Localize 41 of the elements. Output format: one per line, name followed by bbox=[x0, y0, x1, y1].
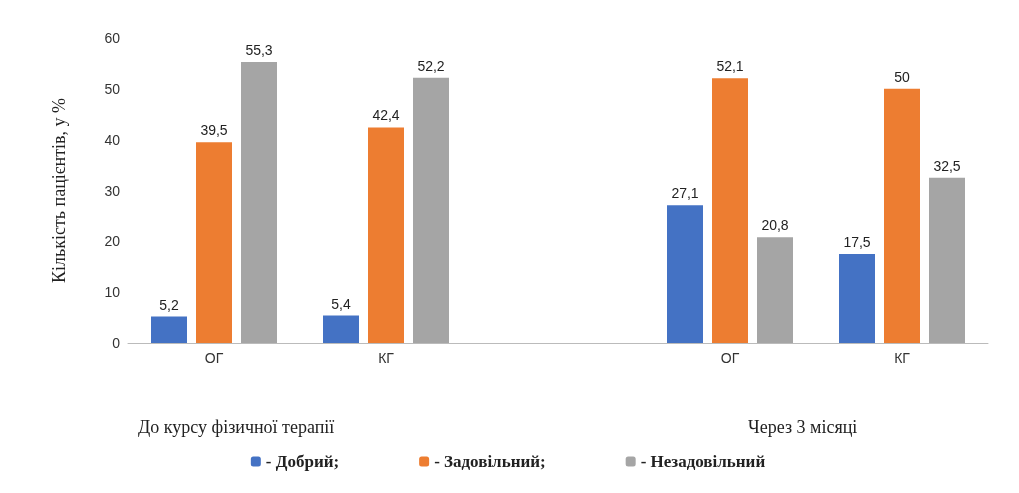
y-axis-title: Кількість пацієнтів, у % bbox=[49, 98, 69, 283]
bar bbox=[323, 315, 359, 343]
y-tick-label: 0 bbox=[112, 335, 121, 351]
bar bbox=[196, 142, 232, 343]
bar bbox=[712, 78, 748, 343]
legend-label: - Добрий; bbox=[265, 452, 340, 471]
text: Через 3 місяці bbox=[748, 417, 858, 437]
x-tick-label: КГ bbox=[378, 350, 395, 366]
data-label: 50 bbox=[894, 68, 910, 85]
bar bbox=[757, 237, 793, 343]
data-label: 55,3 bbox=[245, 41, 273, 58]
data-label: 17,5 bbox=[843, 234, 871, 251]
data-label: 5,2 bbox=[159, 296, 179, 313]
x-tick-label: ОГ bbox=[204, 350, 224, 366]
y-tick-label: 40 bbox=[104, 131, 121, 148]
data-label: 42,4 bbox=[372, 107, 400, 124]
data-label: 27,1 bbox=[671, 185, 699, 202]
y-tick-label: 10 bbox=[104, 284, 121, 301]
text: До курсу фізичної терапії bbox=[138, 417, 335, 437]
bar bbox=[667, 205, 703, 343]
x-tick-label: ОГ bbox=[720, 350, 740, 366]
data-label: 32,5 bbox=[933, 157, 961, 174]
data-label: 20,8 bbox=[761, 217, 789, 234]
bar bbox=[241, 61, 277, 343]
data-label: 5,4 bbox=[331, 295, 351, 312]
bar bbox=[884, 88, 920, 343]
y-tick-label: 50 bbox=[104, 80, 121, 97]
legend-label: - Задовільний; bbox=[434, 452, 546, 471]
bar bbox=[413, 77, 449, 343]
bar bbox=[839, 254, 875, 343]
y-tick-label: 60 bbox=[104, 30, 121, 46]
bar bbox=[151, 316, 187, 343]
data-label: 39,5 bbox=[200, 122, 228, 139]
legend-label: - Незадовільний bbox=[640, 452, 766, 471]
y-tick-label: 30 bbox=[104, 182, 121, 199]
y-tick-label: 20 bbox=[104, 233, 121, 250]
bar bbox=[929, 177, 965, 343]
x-tick-label: КГ bbox=[894, 350, 911, 366]
data-label: 52,2 bbox=[417, 57, 445, 74]
bar bbox=[368, 127, 404, 343]
data-label: 52,1 bbox=[716, 58, 744, 75]
